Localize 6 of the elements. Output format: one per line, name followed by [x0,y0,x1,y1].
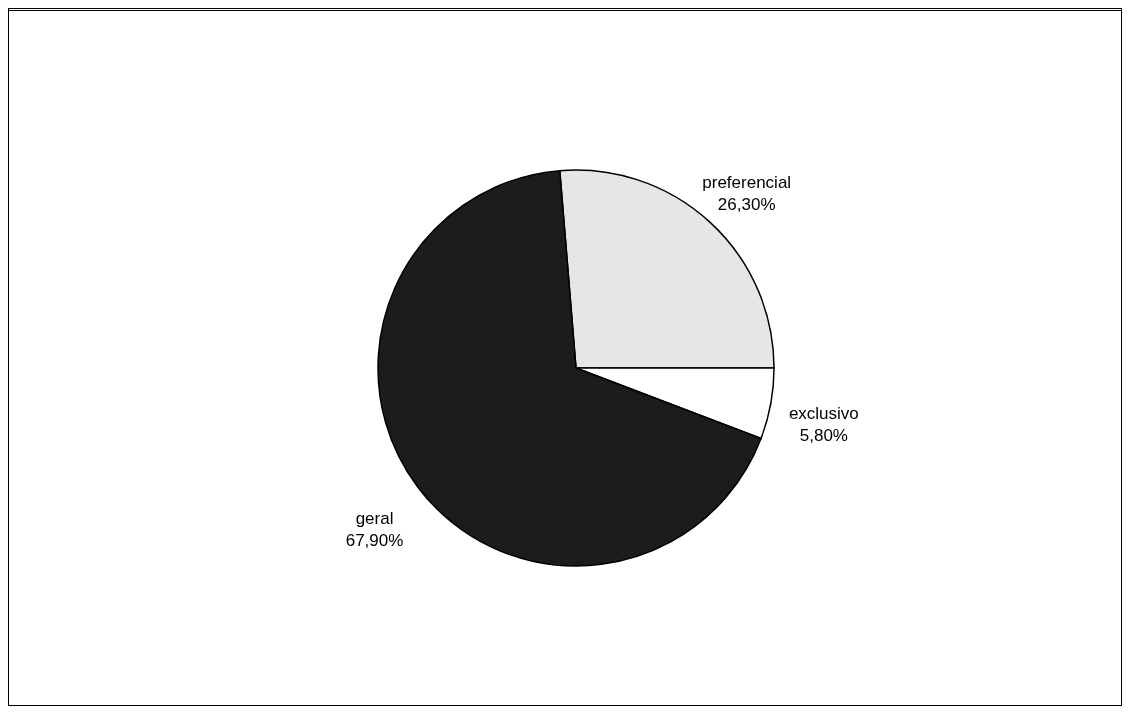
data-label: 5,80% [799,425,848,445]
slice-label: geral [355,509,394,529]
slice-label: exclusivo [788,403,859,423]
data-label: 67,90% [345,531,404,551]
data-label: 26,30% [717,194,776,214]
slice-label: preferencial [702,172,792,192]
